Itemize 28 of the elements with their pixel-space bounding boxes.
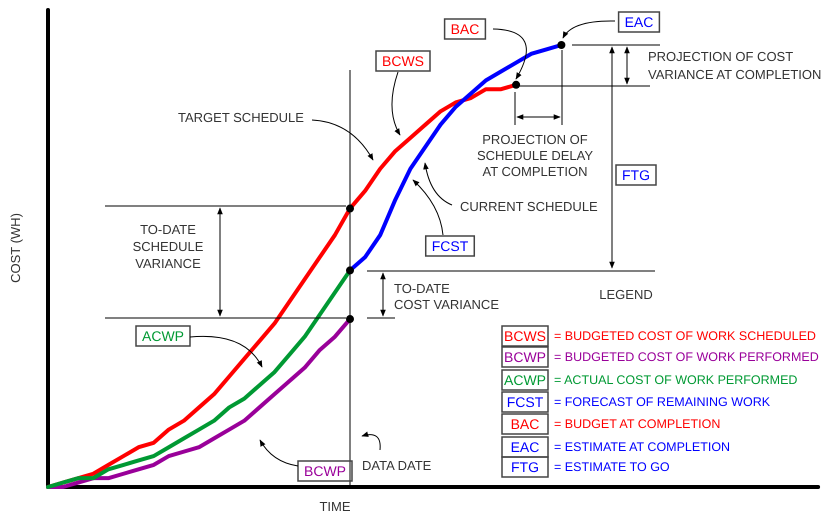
label-box: ACWP: [135, 325, 191, 347]
annotation: BCWS = BUDGETED COST OF WORK SCHEDULED: [504, 328, 816, 344]
annotation: FTG: [622, 167, 650, 183]
annotation: PROJECTION OF SCHEDULE DELAY AT COMPLETION: [476, 132, 594, 179]
label-box: BCWS: [501, 325, 549, 347]
label-box: FTG: [501, 456, 549, 478]
label-box: FCST: [424, 235, 476, 257]
annotation: CURRENT SCHEDULE: [460, 199, 598, 214]
label-box: EAC: [618, 11, 660, 33]
label-box: BCWS: [375, 50, 431, 72]
text: DATA DATE: [362, 458, 432, 473]
label-box: ACWP: [501, 369, 549, 391]
annotation: TO-DATE COST VARIANCE: [394, 281, 500, 312]
annotation: BCWP = BUDGETED COST OF WORK PERFORMED: [504, 349, 819, 365]
annotation: LEGEND: [599, 287, 653, 302]
annotation: TARGET SCHEDULE: [178, 110, 304, 125]
label-box: EAC: [501, 436, 549, 458]
label-box: BCWP: [297, 460, 353, 482]
annotation: TO-DATE SCHEDULE VARIANCE: [132, 222, 204, 271]
label-box: BAC: [501, 413, 549, 435]
annotation: PROJECTION OF COST VARIANCE AT COMPLETION: [648, 49, 822, 82]
label-box: FTG: [615, 164, 657, 186]
x-axis-title: TIME: [319, 499, 351, 514]
label-box: FCST: [501, 391, 549, 413]
label-box: BCWP: [501, 346, 549, 368]
y-axis-title: COST (WH): [8, 213, 23, 283]
label-box: BAC: [444, 18, 486, 40]
annotation: ACWP = ACTUAL COST OF WORK PERFORMED: [504, 372, 798, 388]
